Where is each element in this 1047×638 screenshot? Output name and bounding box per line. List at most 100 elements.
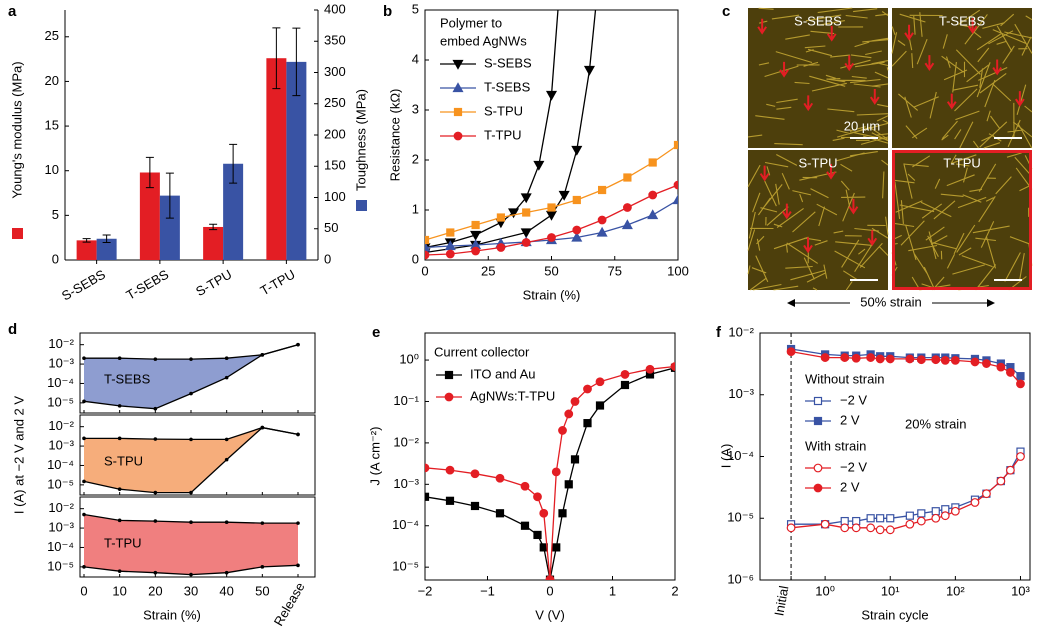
point — [224, 356, 229, 361]
plot-frame — [79, 414, 316, 496]
y-tick-label: 3 — [412, 101, 419, 116]
marker — [673, 140, 678, 150]
marker — [996, 362, 1006, 372]
panel-label: d — [8, 321, 17, 338]
marker — [813, 396, 823, 406]
marker — [1005, 368, 1015, 377]
x-tick-label: 100 — [667, 263, 689, 278]
band-fill — [84, 514, 298, 575]
legend-label: −2 V — [840, 392, 867, 407]
strain-arrow — [1015, 91, 1025, 107]
y-tick-label: 10⁻⁴ — [47, 539, 74, 554]
error-bar — [102, 234, 111, 243]
marker — [620, 380, 630, 390]
strain-arrow — [904, 24, 914, 41]
y-tick-label: 200 — [324, 126, 346, 141]
y-tick-label: 10⁻⁵ — [47, 558, 74, 573]
marker — [533, 492, 542, 502]
marker — [425, 235, 430, 245]
legend-label: S-SEBS — [484, 55, 532, 70]
marker — [905, 354, 915, 364]
y-tick-label: 10⁻⁴ — [47, 375, 74, 390]
marker — [508, 208, 520, 219]
marker — [496, 213, 505, 222]
point — [189, 437, 193, 442]
plot-frame — [79, 332, 316, 414]
marker — [552, 543, 561, 552]
y-tick-label: 10⁻³ — [48, 520, 74, 535]
y-tick-label: 10⁻¹ — [393, 393, 419, 408]
legend-title: embed AgNWs — [440, 33, 527, 48]
marker — [1016, 379, 1025, 389]
marker — [840, 353, 850, 362]
scale-bar-label: 20 µm — [844, 118, 880, 133]
point — [296, 342, 300, 347]
marker — [670, 362, 675, 371]
x-tick-label: S-SEBS — [59, 266, 108, 303]
marker — [813, 416, 823, 426]
marker — [520, 521, 530, 530]
marker — [645, 364, 655, 374]
y-tick-label: 10⁻⁴ — [392, 517, 419, 532]
marker — [917, 509, 926, 518]
marker — [425, 241, 431, 252]
legend-group-title: With strain — [805, 438, 866, 453]
marker — [885, 354, 895, 364]
legend-label: −2 V — [840, 459, 867, 474]
point — [296, 563, 300, 568]
x-tick-label: 2 — [671, 583, 678, 598]
plot-frame — [424, 332, 676, 581]
marker — [547, 233, 556, 242]
highlight-border — [892, 150, 1032, 290]
y-axis-label: I (A) at −2 V and 2 V — [11, 396, 26, 514]
marker — [813, 483, 823, 493]
y-tick-label: 150 — [324, 158, 346, 173]
strain-arrow — [967, 18, 978, 35]
y-tick-label: 25 — [45, 28, 59, 43]
x-tick-label: −1 — [480, 583, 495, 598]
point — [224, 570, 229, 575]
marker — [558, 509, 567, 518]
strain-arrow — [869, 89, 880, 105]
point — [153, 357, 158, 361]
plot-frame — [79, 496, 316, 578]
marker — [970, 357, 980, 367]
point — [117, 569, 122, 573]
point — [153, 406, 158, 411]
marker — [1016, 372, 1025, 381]
bar — [76, 240, 97, 260]
marker — [583, 384, 592, 394]
micrograph — [892, 8, 1032, 148]
y-axis-label: I (A) — [718, 444, 733, 469]
x-tick-label: 25 — [481, 263, 495, 278]
legend-label: 2 V — [840, 479, 860, 494]
point — [117, 404, 122, 408]
point — [224, 375, 229, 380]
y-tick-label: 0 — [324, 251, 331, 266]
plot-frame — [759, 332, 1031, 581]
x-axis-label: Strain (%) — [143, 607, 201, 622]
y-tick-label: 10⁻³ — [728, 386, 754, 401]
marker — [905, 519, 915, 529]
error-bar — [272, 27, 281, 90]
marker — [648, 190, 658, 200]
strain-arrow — [757, 18, 767, 35]
point — [224, 437, 229, 442]
band-label: T-TPU — [104, 535, 142, 550]
marker — [813, 463, 823, 473]
x-tick-label: −2 — [418, 583, 433, 598]
marker — [595, 401, 605, 410]
marker — [885, 525, 895, 535]
marker — [570, 397, 580, 406]
y-tick-label: 10⁻³ — [48, 356, 74, 371]
marker — [496, 243, 506, 252]
x-tick-label: 10⁰ — [815, 583, 835, 598]
marker — [444, 392, 454, 402]
point — [153, 519, 158, 523]
strain-arrow — [803, 237, 813, 254]
marker — [970, 498, 980, 507]
marker — [545, 90, 558, 101]
marker — [876, 514, 885, 523]
marker — [471, 246, 481, 256]
y-tick-label: 10⁻⁴ — [47, 457, 74, 472]
